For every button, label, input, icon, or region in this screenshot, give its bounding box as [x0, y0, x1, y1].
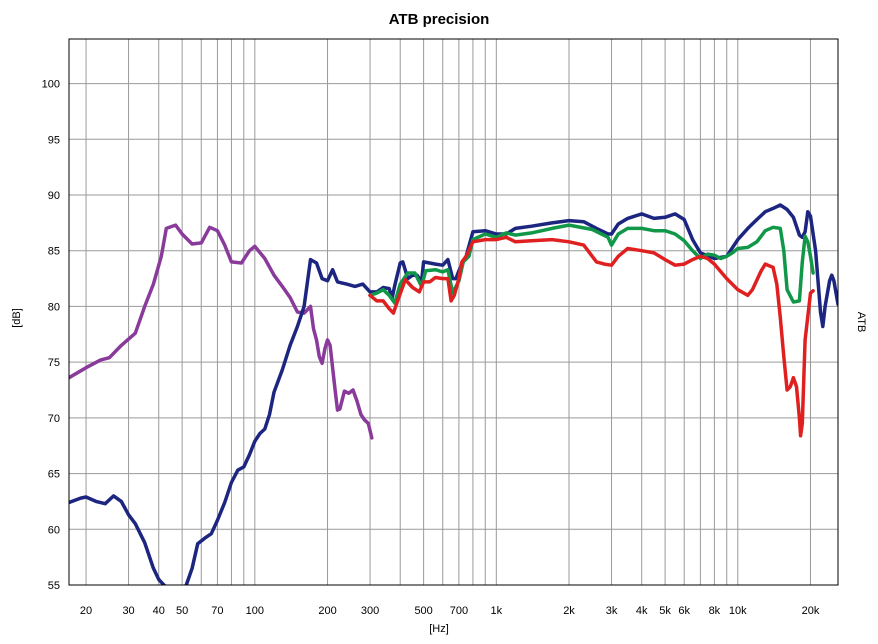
y-tick-label: 55 — [48, 580, 60, 592]
y-tick-label: 75 — [48, 357, 60, 369]
x-tick-label: 4k — [636, 605, 648, 617]
y-tick-label: 95 — [48, 134, 60, 146]
plot-frame — [68, 38, 839, 586]
y-tick-label: 60 — [48, 524, 60, 536]
x-tick-label: 50 — [176, 605, 188, 617]
series-line-navy — [69, 203, 838, 585]
series-line-purple — [69, 223, 374, 440]
x-tick-label: 40 — [153, 605, 165, 617]
x-tick-label: 20k — [802, 605, 820, 617]
x-tick-label: 8k — [709, 605, 721, 617]
y-axis-label: [dB] — [11, 308, 23, 328]
series-line-green — [368, 223, 815, 305]
x-tick-label: 200 — [318, 605, 336, 617]
x-tick-label: 700 — [450, 605, 468, 617]
y-tick-label: 100 — [42, 79, 60, 91]
x-tick-label: 30 — [122, 605, 134, 617]
series-group — [69, 203, 838, 585]
series-line-red — [368, 235, 815, 438]
x-tick-label: 2k — [563, 605, 575, 617]
x-axis-label: [Hz] — [429, 623, 449, 635]
x-tick-label: 5k — [659, 605, 671, 617]
x-tick-label: 1k — [490, 605, 502, 617]
x-tick-label: 10k — [729, 605, 747, 617]
x-tick-label: 70 — [211, 605, 223, 617]
y-tick-labels: 55 60 65 70 75 80 85 90 95 100 — [42, 79, 60, 592]
y-tick-label: 85 — [48, 246, 60, 258]
x-tick-label: 20 — [80, 605, 92, 617]
right-axis-label: ATB — [855, 312, 867, 333]
y-tick-label: 70 — [48, 413, 60, 425]
y-tick-label: 90 — [48, 190, 60, 202]
chart-title: ATB precision — [389, 11, 490, 28]
x-tick-label: 6k — [678, 605, 690, 617]
x-tick-label: 300 — [361, 605, 379, 617]
x-tick-label: 100 — [246, 605, 264, 617]
grid — [69, 39, 838, 586]
y-tick-label: 65 — [48, 469, 60, 481]
x-tick-labels: 20 30 40 50 70 100 200 300 500 700 1k 2k 3k 4k 5k 6k 8k 1… — [80, 605, 820, 617]
y-tick-label: 80 — [48, 301, 60, 313]
x-tick-label: 3k — [606, 605, 618, 617]
x-tick-label: 500 — [414, 605, 432, 617]
